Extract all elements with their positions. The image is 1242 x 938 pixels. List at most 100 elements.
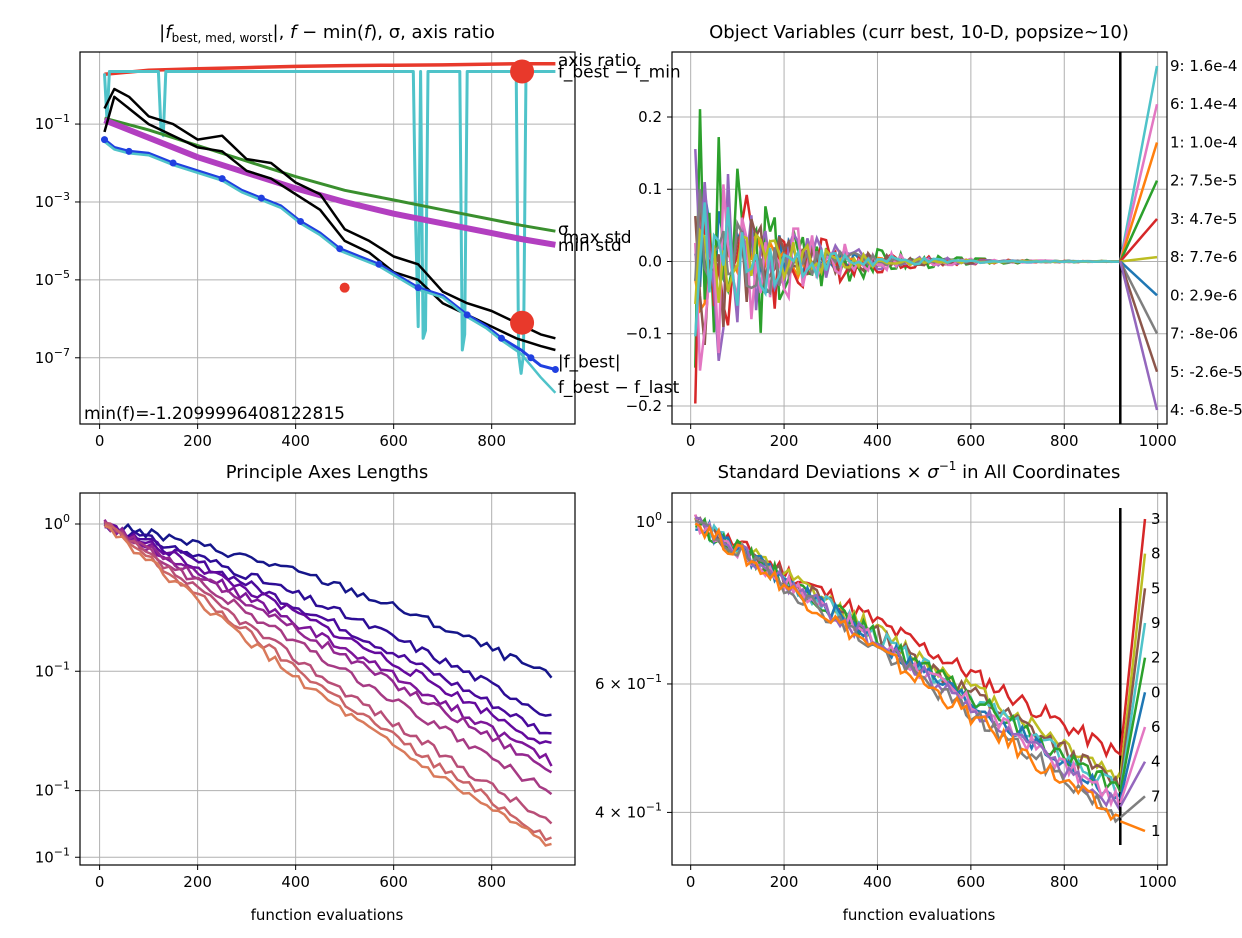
std-end-label: 6: [1151, 718, 1161, 736]
x-tick-label: 0: [95, 873, 105, 891]
best-point-marker: [414, 284, 422, 292]
axis-length-line: [104, 524, 553, 767]
series-end-label: min std: [558, 236, 622, 256]
x-tick-label: 400: [281, 873, 310, 891]
panel-principle-axes: 0 200 400 600 800 100 10−1 10−1 10−1 Principle …: [35, 462, 576, 924]
y-tick-label: 10−3: [35, 190, 70, 211]
series-end-label: max std: [563, 228, 632, 248]
std-end-label: 5: [1151, 579, 1161, 597]
end-connector: [1119, 103, 1159, 262]
end-connector: [1119, 65, 1159, 262]
series-line-f-best-f-min: [103, 70, 556, 375]
std-end-label: 7: [1151, 787, 1161, 805]
y-tick-label: 0.2: [638, 108, 662, 126]
best-point-marker: [125, 147, 133, 155]
std-end-label: 0: [1151, 683, 1161, 701]
x-tick-label: 800: [477, 873, 506, 891]
series-line-f-worst: [103, 87, 556, 340]
end-connector: [1119, 820, 1146, 833]
y-tick-label: 10−7: [35, 346, 70, 367]
y-tick-label: 100: [636, 510, 662, 531]
panel-principle-axes-xlabel: function evaluations: [251, 906, 404, 924]
y-tick-label: 10−1: [35, 779, 70, 800]
end-connector: [1119, 692, 1147, 800]
panel-standard-deviations: 0 200 400 600 800 1000 100 6 × 10−1 4 × 10−1 3 8…: [595, 459, 1177, 924]
end-connector: [1120, 255, 1158, 263]
x-tick-label: 400: [863, 432, 892, 450]
best-point-marker: [218, 175, 226, 183]
panel-principle-axes-frame: [79, 492, 576, 866]
end-connector: [1119, 553, 1147, 778]
x-tick-label: 800: [477, 432, 506, 450]
std-end-label: 1: [1151, 822, 1161, 840]
variable-end-label: 6: 1.4e-4: [1170, 95, 1237, 113]
end-connector: [1119, 261, 1159, 373]
panel-fitness-frame: [79, 51, 576, 425]
y-tick-label: −0.2: [626, 397, 662, 415]
std-end-label: 8: [1151, 545, 1161, 563]
x-tick-label: 200: [770, 432, 799, 450]
series-line-f-median: [103, 95, 556, 352]
end-connector: [1119, 142, 1159, 262]
series-line-min-std: [103, 117, 556, 248]
series-end-label: σ: [558, 220, 569, 240]
variable-end-label: 0: 2.9e-6: [1170, 286, 1237, 304]
x-tick-label: 600: [957, 432, 986, 450]
x-tick-label: 400: [281, 432, 310, 450]
y-tick-label: 100: [44, 512, 70, 533]
x-tick-label: 0: [686, 432, 696, 450]
panel-fitness: 0 200 400 600 800 10−1 10−3 10−5 10−7 axis rati…: [35, 22, 681, 450]
axis-length-line: [103, 518, 553, 774]
x-tick-label: 800: [1050, 873, 1079, 891]
min-f-annotation: min(f)=-1.2099996408122815: [84, 404, 345, 424]
std-line-1: [694, 522, 1121, 822]
panel-standard-deviations-xlabel: function evaluations: [843, 906, 996, 924]
series-end-label: f_best − f_min: [558, 62, 681, 82]
axis-length-line: [103, 523, 552, 735]
panel-object-variables: 0 200 400 600 800 1000 −0.2 −0.1 0.0 0.1 0.2 9: 1…: [626, 22, 1242, 450]
axis-length-line: [104, 522, 552, 745]
variable-end-label: 7: -8e-06: [1170, 325, 1238, 343]
end-connector: [1119, 260, 1159, 335]
std-end-label: 2: [1151, 649, 1161, 667]
variable-line-4: [694, 149, 1121, 361]
panel-object-variables-title: Object Variables (curr best, 10-D, popsi…: [709, 22, 1129, 43]
std-line-3: [694, 514, 1122, 759]
x-tick-label: 800: [1050, 432, 1079, 450]
y-tick-label: 10−1: [35, 845, 70, 866]
x-tick-label: 200: [183, 873, 212, 891]
best-point-marker: [463, 311, 471, 319]
best-point-marker: [527, 354, 535, 362]
end-connector: [1119, 726, 1147, 804]
y-tick-label: 0.1: [638, 180, 662, 198]
y-tick-label: 4 × 10−1: [595, 800, 662, 821]
panel-standard-deviations-frame: [671, 492, 1168, 866]
y-tick-label: 10−1: [35, 112, 70, 133]
end-connector: [1119, 218, 1158, 263]
variable-end-label: 8: 7.7e-6: [1170, 248, 1237, 266]
end-connector: [1119, 795, 1146, 819]
y-tick-label: 10−5: [35, 268, 70, 289]
series-end-label: |f_best|: [558, 353, 621, 373]
variable-end-label: 4: -6.8e-5: [1170, 401, 1242, 419]
panel-fitness-title: |fbest, med, worst|, f − min(f), σ, axis…: [159, 22, 495, 45]
best-point-marker: [551, 365, 559, 373]
best-point-marker: [257, 194, 265, 202]
axis-length-line: [104, 524, 552, 847]
x-tick-label: 200: [770, 873, 799, 891]
panel-standard-deviations-title: Standard Deviations × σ−1 in All Coordin…: [718, 459, 1121, 483]
axis-length-line: [103, 520, 553, 796]
variable-line-9: [694, 202, 1121, 337]
y-tick-label: −0.1: [626, 325, 662, 343]
x-tick-label: 200: [183, 432, 212, 450]
std-end-label: 4: [1151, 753, 1161, 771]
series-end-label: axis ratio: [558, 51, 637, 71]
end-connector: [1119, 518, 1147, 756]
best-point-marker: [297, 217, 305, 225]
x-tick-label: 0: [686, 873, 696, 891]
std-end-label: 9: [1151, 614, 1161, 632]
x-tick-label: 0: [95, 432, 105, 450]
x-tick-label: 600: [957, 873, 986, 891]
axis-length-line: [104, 521, 553, 825]
best-point-marker: [375, 260, 383, 268]
